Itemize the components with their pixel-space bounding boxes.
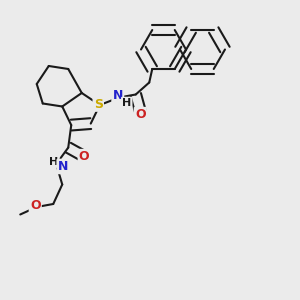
Text: O: O <box>30 199 40 212</box>
Text: H: H <box>49 157 58 167</box>
Text: S: S <box>94 98 103 111</box>
Text: N: N <box>112 89 123 103</box>
Text: N: N <box>58 160 68 173</box>
Text: H: H <box>122 98 131 108</box>
Text: O: O <box>135 108 146 121</box>
Text: O: O <box>79 150 89 163</box>
